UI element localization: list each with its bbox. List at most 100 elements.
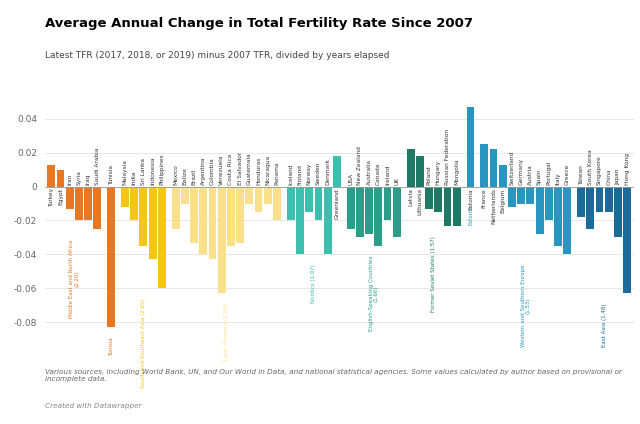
- Bar: [296, 187, 304, 254]
- Bar: [452, 187, 461, 226]
- Text: India: India: [132, 170, 137, 185]
- Text: Egypt: Egypt: [58, 188, 63, 205]
- Bar: [181, 187, 189, 204]
- Text: Malaysia: Malaysia: [122, 159, 127, 185]
- Text: Greece: Greece: [564, 164, 570, 185]
- Text: New Zealand: New Zealand: [357, 146, 362, 185]
- Text: Austria: Austria: [528, 164, 533, 185]
- Bar: [554, 187, 562, 246]
- Text: English-Speaking Countries
(1.66): English-Speaking Countries (1.66): [369, 256, 379, 332]
- Text: Nicaragua: Nicaragua: [266, 155, 270, 185]
- Bar: [425, 187, 433, 209]
- Text: Belize: Belize: [182, 167, 188, 185]
- Bar: [416, 156, 424, 187]
- Text: Turkey: Turkey: [49, 188, 54, 207]
- Bar: [84, 187, 92, 220]
- Bar: [356, 187, 364, 237]
- Text: Middle East and North Africa
(2.20): Middle East and North Africa (2.20): [69, 239, 79, 318]
- Text: Lithuania: Lithuania: [417, 188, 422, 215]
- Text: Various sources, including World Bank, UN, and Our World in Data, and national s: Various sources, including World Bank, U…: [45, 369, 621, 382]
- Bar: [273, 187, 281, 220]
- Text: Argentina: Argentina: [201, 156, 206, 185]
- Bar: [218, 187, 226, 293]
- Text: Finland: Finland: [298, 164, 303, 185]
- Bar: [623, 187, 631, 293]
- Bar: [200, 187, 207, 254]
- Text: China: China: [606, 168, 611, 185]
- Text: Denmark: Denmark: [325, 158, 330, 185]
- Bar: [190, 187, 198, 243]
- Text: Panama: Panama: [275, 161, 280, 185]
- Text: Honduras: Honduras: [256, 156, 261, 185]
- Text: Philippines: Philippines: [159, 153, 164, 185]
- Text: USA: USA: [348, 173, 353, 185]
- Bar: [140, 187, 147, 246]
- Text: Portugal: Portugal: [547, 161, 551, 185]
- Bar: [333, 156, 341, 187]
- Bar: [527, 187, 534, 204]
- Text: Costa Rica: Costa Rica: [228, 153, 234, 185]
- Bar: [172, 187, 180, 229]
- Bar: [545, 187, 553, 220]
- Bar: [605, 187, 612, 212]
- Bar: [148, 187, 157, 259]
- Text: East Asia (1.48): East Asia (1.48): [602, 304, 607, 347]
- Text: Spain: Spain: [537, 168, 542, 185]
- Text: Venezuela: Venezuela: [220, 154, 224, 185]
- Bar: [314, 187, 323, 220]
- Bar: [444, 187, 451, 226]
- Text: El Salvador: El Salvador: [237, 152, 243, 185]
- Text: Mongolia: Mongolia: [454, 158, 459, 185]
- Text: UK: UK: [394, 177, 399, 185]
- Bar: [75, 187, 83, 220]
- Bar: [563, 187, 571, 254]
- Text: Latvia: Latvia: [408, 188, 413, 206]
- Bar: [596, 187, 604, 212]
- Bar: [536, 187, 543, 234]
- Text: Former Soviet States (1.57): Former Soviet States (1.57): [431, 236, 436, 312]
- Bar: [56, 170, 65, 187]
- Bar: [108, 187, 115, 327]
- Bar: [227, 187, 235, 246]
- Text: Iran: Iran: [67, 173, 72, 185]
- Text: Germany: Germany: [518, 158, 524, 185]
- Text: Nordics (1.97): Nordics (1.97): [312, 265, 316, 303]
- Bar: [393, 187, 401, 237]
- Bar: [406, 149, 415, 187]
- Text: Guatemala: Guatemala: [247, 152, 252, 185]
- Text: Singapore: Singapore: [597, 155, 602, 185]
- Text: Ireland: Ireland: [385, 165, 390, 185]
- Text: Canada: Canada: [376, 162, 381, 185]
- Bar: [490, 149, 497, 187]
- Text: Sweden: Sweden: [316, 162, 321, 185]
- Text: South and Southeast Asia (2.65): South and Southeast Asia (2.65): [141, 298, 146, 388]
- Bar: [305, 187, 313, 212]
- Text: Iraq: Iraq: [86, 173, 91, 185]
- Text: Estonia: Estonia: [468, 188, 473, 210]
- Text: Italy: Italy: [556, 172, 561, 185]
- Bar: [481, 144, 488, 187]
- Text: Netherlands: Netherlands: [491, 188, 496, 224]
- Bar: [121, 187, 129, 207]
- Bar: [66, 187, 74, 209]
- Bar: [131, 187, 138, 220]
- Text: France: France: [482, 188, 487, 208]
- Bar: [255, 187, 262, 212]
- Text: Syria: Syria: [76, 170, 81, 185]
- Text: Saudi Arabia: Saudi Arabia: [95, 148, 100, 185]
- Text: Japan: Japan: [616, 168, 620, 185]
- Text: Estonia: Estonia: [468, 205, 473, 226]
- Bar: [287, 187, 295, 220]
- Text: Australia: Australia: [367, 159, 372, 185]
- Bar: [93, 187, 101, 229]
- Bar: [374, 187, 382, 246]
- Bar: [365, 187, 373, 234]
- Text: Greenland: Greenland: [334, 188, 339, 219]
- Text: Belgium: Belgium: [500, 188, 505, 212]
- Bar: [586, 187, 594, 229]
- Bar: [324, 187, 332, 254]
- Text: South Korea: South Korea: [588, 149, 593, 185]
- Bar: [246, 187, 253, 204]
- Text: Taiwan: Taiwan: [579, 165, 584, 185]
- Bar: [383, 187, 392, 220]
